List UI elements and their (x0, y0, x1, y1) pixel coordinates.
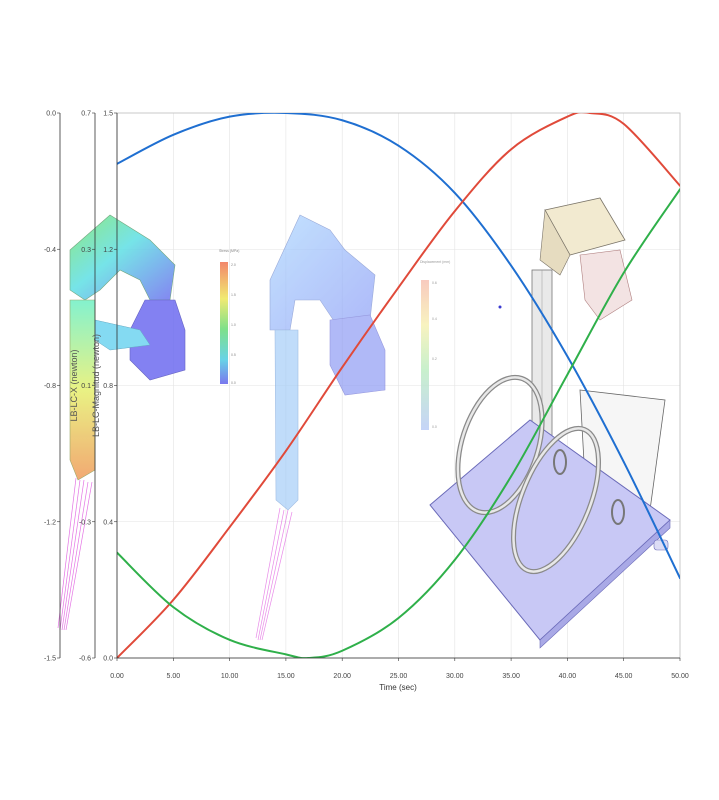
series-point-0 (566, 355, 569, 358)
y-tick-label-left1: -1.5 (44, 656, 56, 663)
series-point-1 (622, 123, 625, 125)
series-point-1 (589, 113, 591, 114)
svg-text:0.0: 0.0 (432, 425, 437, 429)
fea-model-left (57, 214, 186, 631)
axes-group: 0.00 5.00 10.00 15.00 20.00 25.00 30.00 35.00 40… (44, 111, 689, 681)
y-tick-label-left1: -0.8 (44, 383, 56, 390)
y-tick-label-left2: -0.6 (79, 656, 91, 663)
series-point-2 (679, 188, 680, 191)
y-tick-label-left1: -1.2 (44, 519, 56, 526)
marker-dot (498, 305, 502, 309)
y-tick-label-left2: 0.3 (81, 247, 91, 254)
y-tick-label-left2: 0.1 (81, 383, 91, 390)
stress-legend: Stress (MPa) 2.0 1.5 1.0 0.5 0.0 (219, 249, 239, 385)
stress-legend-title: Stress (MPa) (219, 249, 239, 253)
series-point-1 (397, 286, 400, 289)
y-tick-label-left3: 1.5 (103, 111, 113, 118)
displacement-legend-title: Displacement (mm) (420, 260, 450, 264)
series-point-0 (453, 192, 456, 194)
series-point-2 (341, 649, 344, 652)
series-point-0 (341, 119, 344, 122)
x-tick-label: 35.00 (502, 673, 520, 680)
x-tick-label: 0.00 (110, 673, 124, 680)
series-point-0 (172, 133, 175, 136)
series-point-0 (397, 144, 400, 147)
x-axis-title: Time (sec) (379, 683, 417, 692)
y-tick-label-left3: 1.2 (103, 247, 113, 254)
series-point-2 (172, 606, 175, 609)
x-tick-label: 40.00 (559, 673, 577, 680)
x-tick-label: 20.00 (333, 673, 351, 680)
svg-text:2.0: 2.0 (231, 263, 236, 267)
displacement-legend: Displacement (mm) 0.6 0.4 0.2 0.0 (420, 260, 450, 430)
series-point-2 (397, 617, 400, 619)
series-point-0 (510, 264, 512, 267)
x-tick-label: 30.00 (446, 673, 464, 680)
x-tick-label: 10.00 (221, 673, 239, 680)
series-point-0 (285, 113, 287, 114)
svg-text:1.5: 1.5 (231, 293, 236, 297)
series-line-0 (117, 113, 680, 580)
series-point-2 (566, 373, 569, 376)
svg-text:0.2: 0.2 (432, 357, 437, 361)
svg-text:0.6: 0.6 (432, 281, 437, 285)
x-tick-label: 15.00 (277, 673, 295, 680)
y-tick-label-left2: -0.3 (79, 519, 91, 526)
series-point-1 (566, 115, 569, 118)
series-point-1 (172, 598, 175, 601)
y-axis-title-left2: LB-LC-X (newton) (69, 349, 79, 421)
svg-text:0.5: 0.5 (231, 353, 236, 357)
x-tick-label: 25.00 (390, 673, 408, 680)
series-point-0 (228, 115, 231, 118)
y-tick-label-left3: 0.0 (103, 656, 113, 663)
svg-text:0.0: 0.0 (231, 381, 236, 385)
series-point-0 (679, 577, 680, 579)
y-tick-label-left1: 0.0 (46, 111, 56, 118)
series-point-2 (510, 475, 512, 478)
series-point-2 (228, 638, 231, 641)
fea-model-middle (255, 214, 386, 641)
series-point-1 (453, 210, 456, 213)
series-point-0 (622, 460, 625, 463)
svg-text:0.4: 0.4 (432, 317, 437, 321)
y-axis-title-left3: LB-LC-Magnitud (newton) (91, 334, 101, 437)
y-tick-label-left2: 0.7 (81, 111, 91, 118)
series-point-1 (341, 366, 344, 369)
x-tick-label: 50.00 (671, 673, 689, 680)
x-tick-label: 45.00 (615, 673, 633, 680)
y-tick-label-left3: 0.8 (103, 383, 113, 390)
y-tick-label-left1: -0.4 (44, 247, 56, 254)
svg-text:1.0: 1.0 (231, 323, 236, 327)
series-point-2 (622, 271, 625, 274)
cad-model-right (429, 197, 671, 649)
series-point-1 (228, 526, 231, 529)
series-point-2 (453, 559, 456, 561)
x-tick-label: 5.00 (166, 673, 180, 680)
series-point-1 (285, 450, 287, 452)
series-group (117, 113, 680, 658)
series-point-1 (679, 184, 680, 187)
series-point-2 (285, 653, 287, 656)
y-tick-label-left3: 0.4 (103, 519, 113, 526)
series-point-1 (510, 148, 512, 151)
